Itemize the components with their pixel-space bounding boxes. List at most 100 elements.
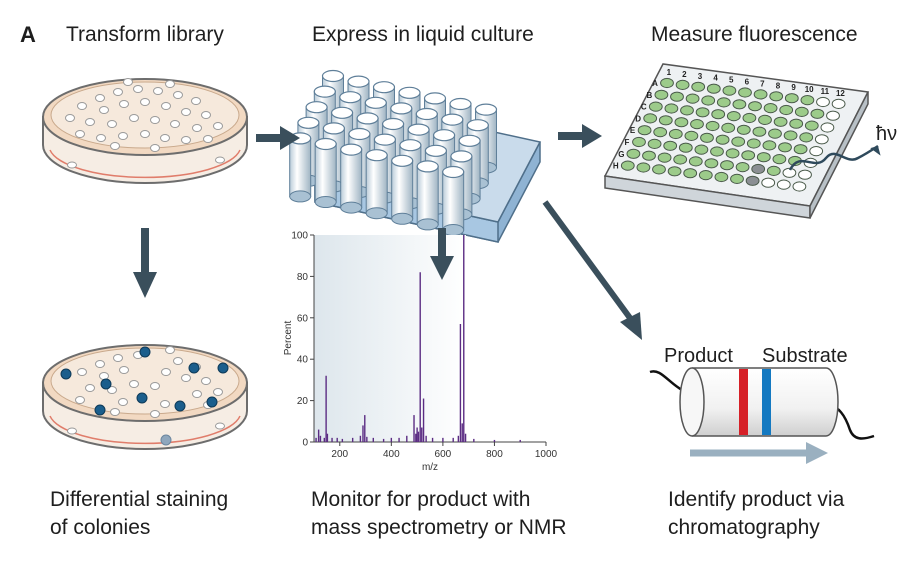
well [756,152,771,163]
well [782,167,797,178]
well [725,148,740,159]
y-tick-label: 40 [297,355,309,366]
well [753,89,768,100]
arrow-to-measure [558,124,602,148]
y-tick-label: 0 [302,438,308,449]
well [789,118,804,129]
well [779,104,794,116]
well [748,101,762,112]
well [657,152,672,163]
product-band [739,369,748,435]
well [784,93,799,104]
plate-column-label: 9 [791,83,796,92]
plate-row-label: A [652,79,658,88]
well [726,111,741,122]
well [751,163,766,175]
well [741,150,756,161]
well [722,85,737,96]
well [663,140,678,151]
plate-column-label: 4 [713,74,718,83]
well [668,128,683,140]
well [653,127,668,138]
workflow-arrows [133,124,642,340]
substrate-band [762,369,771,435]
well [620,160,635,171]
well [642,150,656,161]
well [794,106,809,118]
well [710,146,724,157]
well [670,91,684,102]
arrow-to-chromatography [542,200,642,340]
well [652,164,666,175]
y-tick-label: 80 [297,272,309,283]
well [637,125,652,136]
well [716,97,731,108]
plate-column-label: 3 [698,72,703,81]
plate-row-label: C [641,103,647,112]
well [690,119,704,130]
well [766,165,781,176]
well [664,103,679,114]
x-tick-label: 800 [486,449,503,460]
y-tick-label: 20 [297,396,309,407]
plate-column-label: 10 [805,85,814,94]
well [704,158,719,169]
x-tick-label: 1000 [535,449,558,460]
y-axis-label: Percent [283,321,294,356]
well [647,138,662,149]
culture-tube [416,160,439,231]
well [701,95,716,106]
y-tick-label: 100 [291,231,308,242]
plate-row-label: D [635,114,641,123]
well [730,173,744,184]
plate-column-label: 7 [760,79,765,88]
well [731,136,746,147]
well [636,162,651,173]
mass-spectrum-chart: 0 20 40 60 80 100 200 400 600 800 1000 Percent m/z [283,231,558,474]
well [667,166,682,177]
chromatography-column: Product Substrate [649,345,875,464]
arrow-to-express [256,126,300,150]
well [769,91,784,102]
culture-tube [391,154,414,225]
well [778,142,792,153]
well [711,109,726,120]
culture-tube [365,149,388,220]
petri-dish-library [42,78,248,184]
well [714,171,729,183]
well [742,112,757,124]
plate-column-label: 6 [745,78,750,87]
stained-colonies [60,346,229,416]
well [816,96,830,108]
well [783,130,798,141]
well [654,89,669,100]
well [772,154,787,165]
well [658,115,673,126]
well [736,124,751,135]
plate-column-label: 5 [729,76,734,85]
x-axis-label: m/z [422,462,438,473]
well [648,101,663,112]
well [826,110,840,121]
well [745,175,760,186]
step-label-express: Express in liquid culture [312,23,534,46]
well [691,81,706,92]
emission-label: ħν [876,123,897,145]
plate-column-label: 8 [776,81,781,90]
well [680,105,694,116]
well [660,77,674,89]
well [758,114,772,126]
culture-tube-rack [289,69,542,243]
step-label-identify-line2: chromatography [668,516,820,539]
well [735,162,750,173]
plate-row-label: H [613,162,619,171]
well [810,108,825,119]
plate-column-label: 2 [682,70,687,79]
plate-row-label: B [647,91,653,100]
plate-column-label: 1 [667,68,672,77]
step-label-monitor-line2: mass spectrometry or NMR [311,516,567,539]
y-tick-label: 60 [297,313,309,324]
well [626,148,641,159]
well [685,93,700,104]
arrow-to-staining [133,228,157,298]
